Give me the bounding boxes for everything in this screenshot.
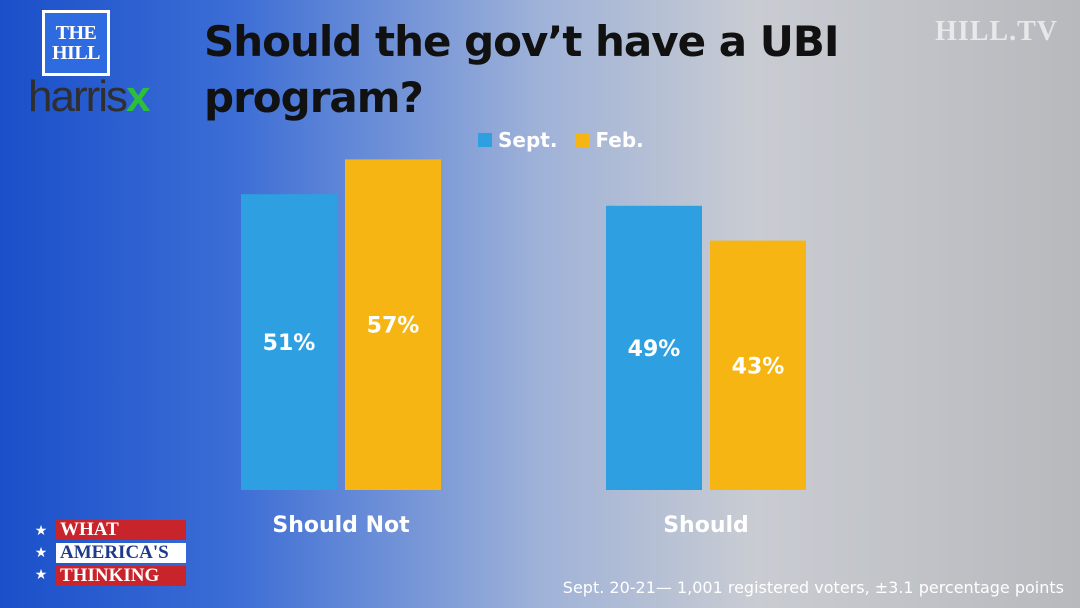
- legend-item-sept: Sept.: [478, 128, 557, 152]
- chart-title: Should the gov’t have a UBI program?: [204, 17, 839, 122]
- bar-should-not-sept: [241, 194, 337, 490]
- poll-footnote: Sept. 20-21— 1,001 registered voters, ±3…: [562, 578, 1064, 597]
- logo-stars: ★ ★ ★: [32, 520, 50, 586]
- legend-item-feb: Feb.: [575, 128, 644, 152]
- bar-should-feb: [710, 240, 806, 490]
- the-hill-logo-line2: HILL: [51, 42, 101, 64]
- category-label: Should Not: [272, 513, 410, 538]
- harrisx-logo-main: harris: [28, 72, 128, 121]
- hilltv-watermark: HILL.TV: [935, 16, 1058, 47]
- legend-swatch-feb: [575, 133, 590, 147]
- harrisx-logo: harrisx: [28, 72, 151, 121]
- harrisx-logo-x: x: [126, 72, 151, 121]
- bar-value-label: 57%: [367, 314, 420, 339]
- the-hill-logo-line1: THE: [55, 22, 97, 44]
- star-icon: ★: [34, 567, 48, 583]
- chart-legend: Sept. Feb.: [478, 128, 662, 152]
- bar-value-label: 51%: [263, 331, 316, 356]
- star-icon: ★: [34, 523, 48, 539]
- legend-label-sept: Sept.: [498, 128, 558, 152]
- category-label: Should: [663, 513, 749, 538]
- bar-value-label: 49%: [628, 337, 681, 362]
- logo-word-americas: AMERICA'S: [56, 543, 186, 563]
- legend-label-feb: Feb.: [595, 128, 644, 152]
- bar-should-not-feb: [345, 159, 441, 490]
- bar-value-label: 43%: [732, 354, 785, 379]
- legend-swatch-sept: [478, 133, 492, 147]
- logo-word-thinking: THINKING: [56, 566, 186, 586]
- logo-word-what: WHAT: [56, 520, 186, 540]
- bar-should-sept: [606, 205, 702, 491]
- star-icon: ★: [34, 545, 48, 561]
- what-americas-thinking-logo: ★ ★ ★ WHAT AMERICA'S THINKING: [30, 518, 188, 588]
- the-hill-logo: THE HILL: [42, 10, 110, 76]
